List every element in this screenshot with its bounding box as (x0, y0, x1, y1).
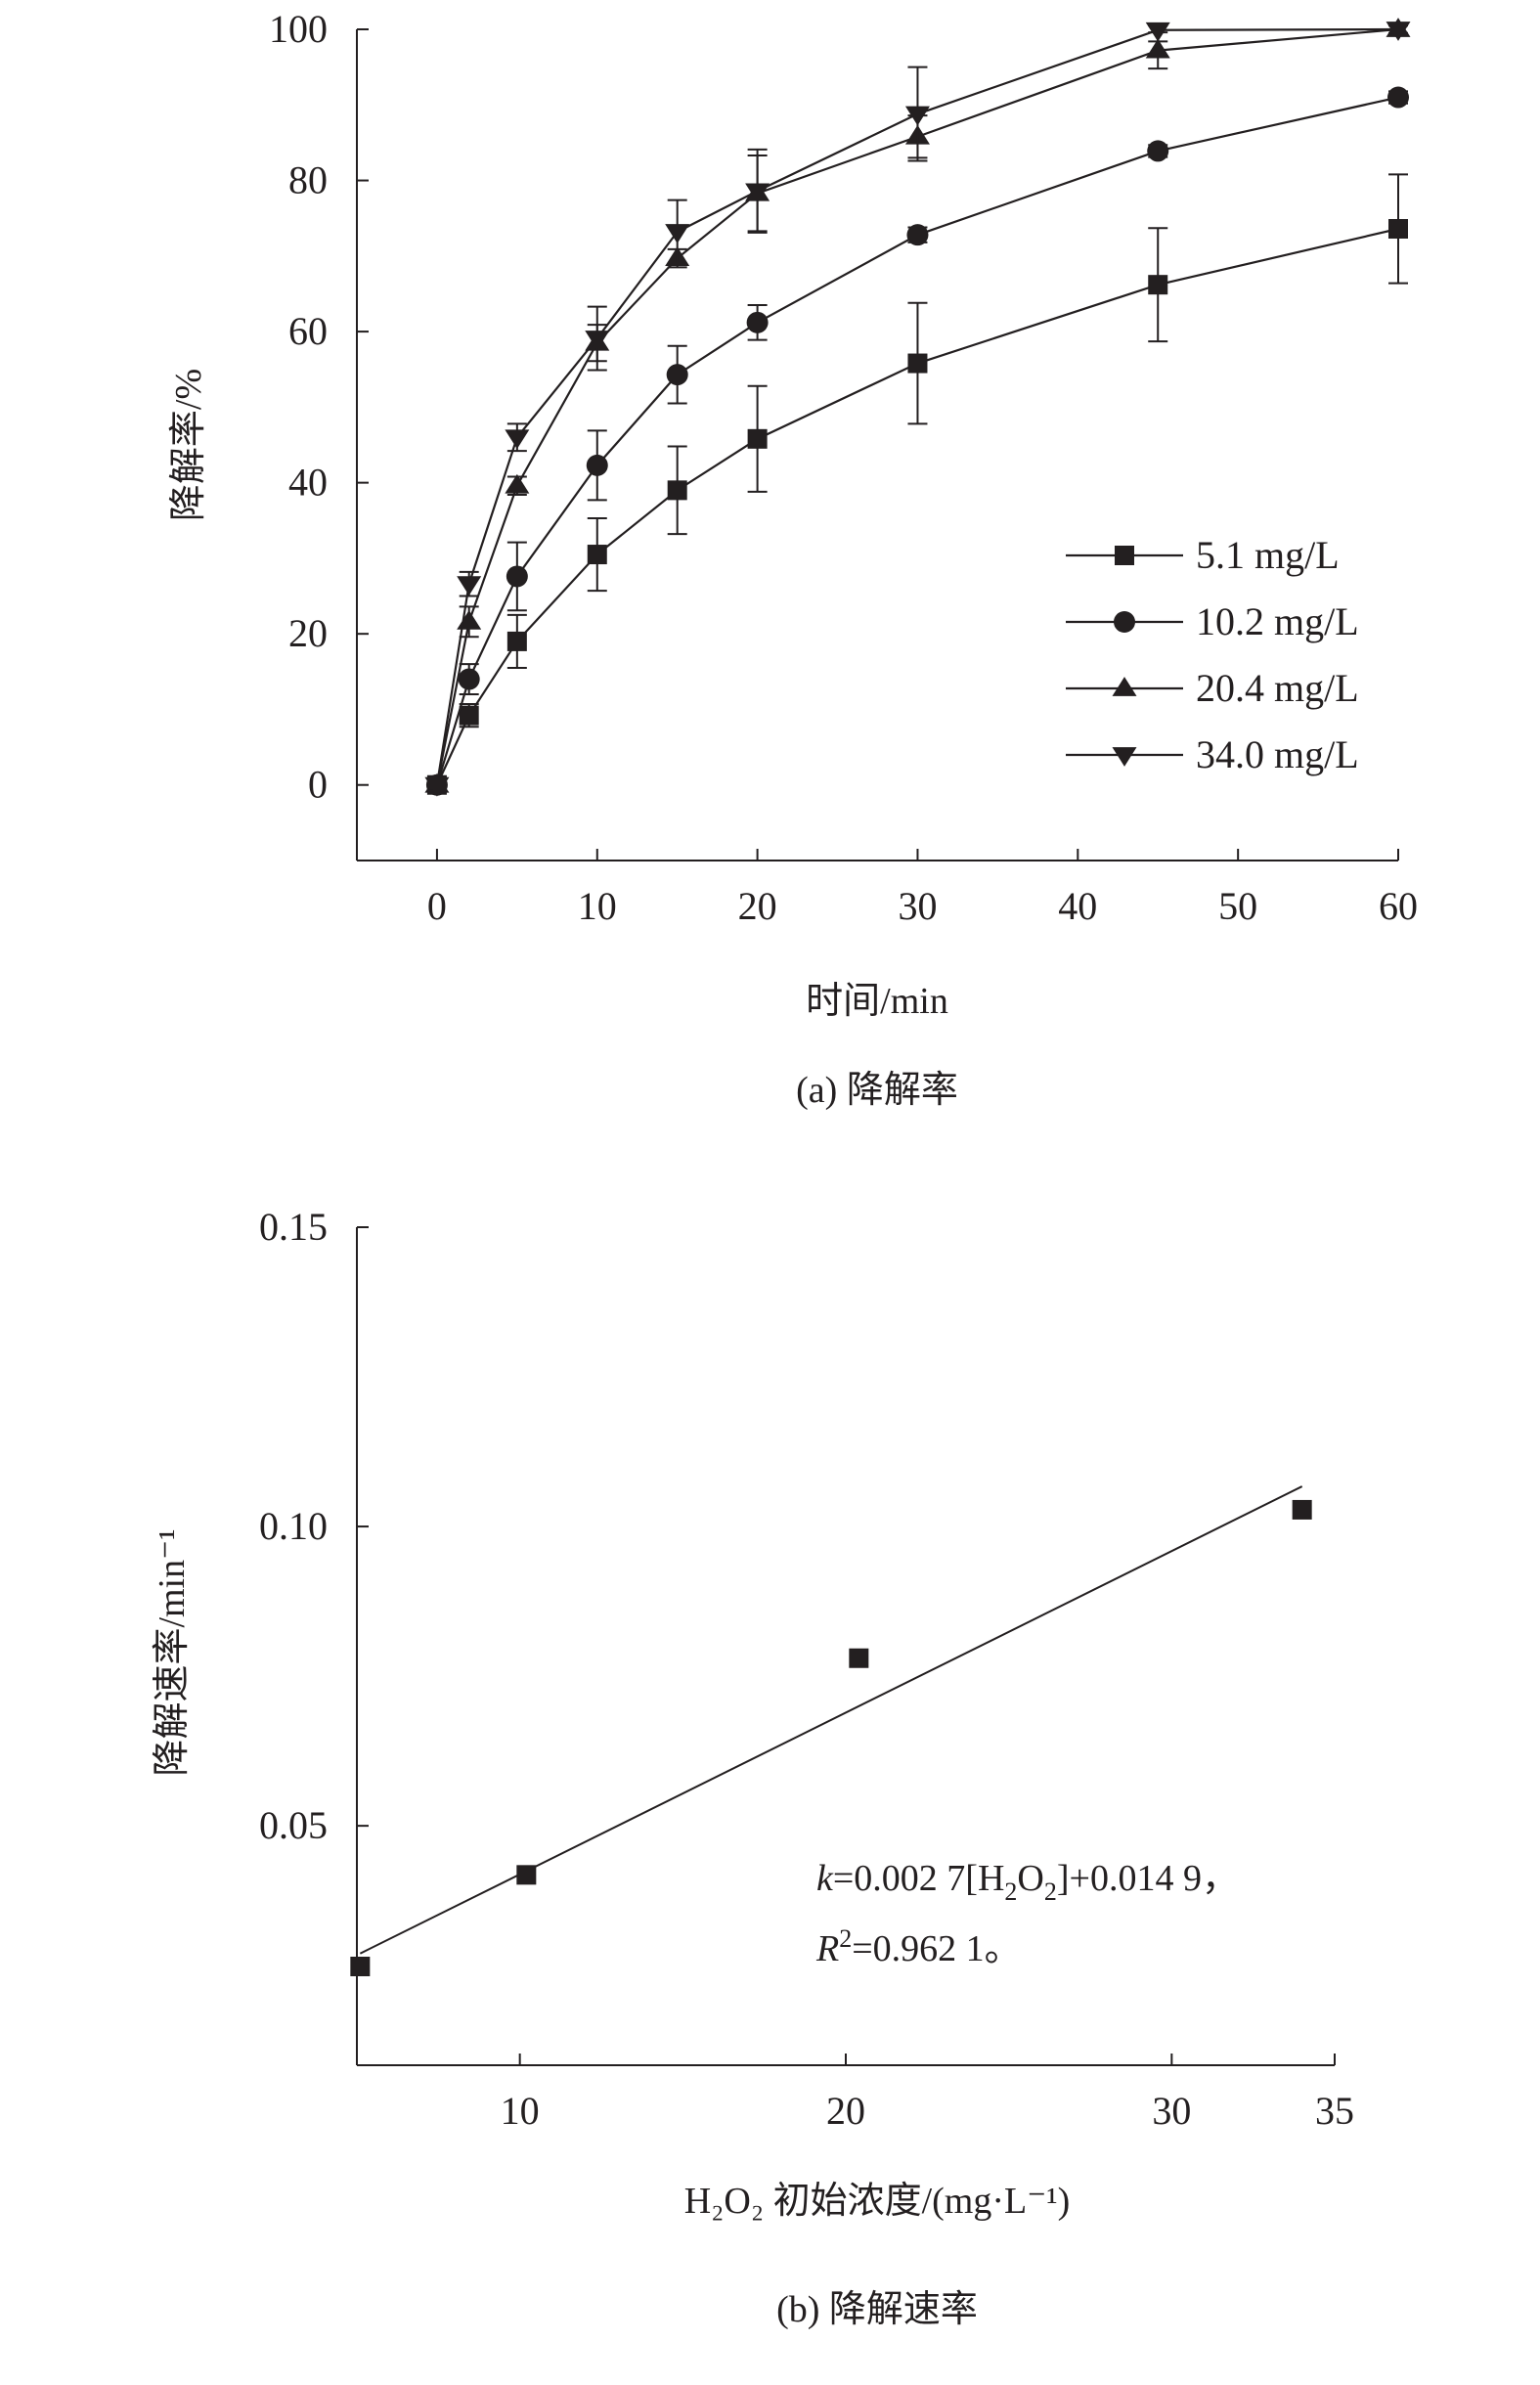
data-point (1386, 22, 1411, 41)
axis-ticks: 0 20 40 60 80 100 0 10 20 30 40 50 60 (269, 7, 1418, 928)
x-tick-label: 20 (826, 2089, 865, 2133)
equation-part: =0.002 7[H (833, 1858, 1005, 1899)
data-point (516, 1865, 537, 1885)
y-tick-label: 60 (288, 309, 328, 353)
y-tick-label: 0.05 (259, 1803, 328, 1847)
chart-caption: (a) 降解率 (796, 1070, 958, 1111)
data-point (1147, 140, 1169, 162)
x-tick-label: 50 (1218, 884, 1257, 928)
data-point (906, 224, 929, 246)
y-tick-label: 0 (308, 763, 328, 807)
data-point (1388, 219, 1408, 239)
legend-label: 20.4 mg/L (1196, 666, 1359, 710)
equation-subscript: 2 (1044, 1877, 1057, 1906)
axis-ticks: 0.05 0.10 0.15 10 20 30 35 (259, 1205, 1354, 2133)
y-axis-label: 降解率/% (168, 369, 209, 521)
data-point (904, 106, 930, 126)
x-tick-label: 35 (1315, 2089, 1354, 2133)
y-tick-label: 0.15 (259, 1205, 328, 1249)
y-tick-label: 100 (269, 7, 328, 51)
equation-part: ]+0.014 9， (1057, 1858, 1239, 1899)
equation-k: k (816, 1858, 834, 1899)
x-tick-label: 10 (501, 2089, 540, 2133)
equation-subscript: 2 (1004, 1877, 1017, 1906)
r-squared: R2=0.962 1。 (815, 1924, 1022, 1969)
equation-part: O (1017, 1858, 1043, 1899)
x-axis-label: H₂O₂ 初始浓度/(mg·L⁻¹) (684, 2181, 1071, 2222)
r-symbol: R (815, 1928, 839, 1969)
x-tick-label: 30 (898, 884, 937, 928)
data-point (1148, 275, 1168, 295)
data-point (505, 473, 530, 494)
legend: 5.1 mg/L 10.2 mg/L 20.4 mg/L 34.0 mg/L (1066, 533, 1359, 776)
series-3 (424, 22, 1411, 797)
data-point (457, 609, 482, 630)
data-point (1387, 86, 1409, 109)
y-axis-label: 降解速率/min⁻¹ (152, 1528, 193, 1776)
y-tick-label: 0.10 (259, 1504, 328, 1548)
legend-marker (1112, 677, 1137, 696)
x-tick-label: 60 (1379, 884, 1418, 928)
chart-caption: (b) 降解速率 (776, 2289, 978, 2330)
data-point (665, 224, 690, 243)
series-1 (425, 86, 1409, 796)
r-superscript: 2 (839, 1924, 852, 1953)
data-point (1145, 38, 1170, 59)
legend-marker (1112, 747, 1137, 767)
degradation-rate-chart: 0 20 40 60 80 100 0 10 20 30 40 50 60 5.1 mg/L 10.2 m… (168, 7, 1418, 1111)
data-point (1145, 22, 1170, 42)
data-point (587, 545, 607, 565)
data-point (459, 705, 479, 726)
data-point (849, 1648, 869, 1668)
x-tick-label: 0 (427, 884, 447, 928)
legend-label: 34.0 mg/L (1196, 732, 1359, 776)
x-tick-label: 40 (1058, 884, 1097, 928)
data-points (350, 1499, 1312, 1976)
r-value: =0.962 1。 (852, 1928, 1021, 1969)
data-point (666, 364, 688, 386)
y-tick-label: 80 (288, 158, 328, 202)
data-point (350, 1956, 371, 1976)
x-axis-label: 时间/min (806, 981, 948, 1022)
degradation-speed-chart: 0.05 0.10 0.15 10 20 30 35 降解速率/min⁻¹ H₂O₂ 初始浓… (152, 1205, 1354, 2330)
legend-label: 5.1 mg/L (1196, 533, 1340, 577)
data-point (747, 428, 768, 449)
legend-label: 10.2 mg/L (1196, 599, 1359, 643)
series-group (424, 18, 1411, 797)
x-tick-label: 30 (1152, 2089, 1191, 2133)
fit-equation: k=0.002 7[H2O2]+0.014 9， (816, 1858, 1239, 1906)
data-point (667, 480, 687, 501)
data-point (745, 183, 770, 203)
data-point (1292, 1499, 1312, 1520)
data-point (458, 668, 480, 690)
x-tick-label: 10 (578, 884, 617, 928)
data-point (505, 429, 530, 450)
y-tick-label: 40 (288, 461, 328, 505)
y-tick-label: 20 (288, 611, 328, 655)
legend-marker (1115, 546, 1134, 565)
data-point (424, 776, 450, 797)
data-point (506, 631, 527, 651)
data-point (746, 311, 769, 333)
data-point (457, 576, 482, 596)
x-tick-label: 20 (738, 884, 777, 928)
legend-marker (1114, 611, 1135, 633)
data-point (506, 565, 528, 588)
data-point (907, 353, 928, 374)
data-point (585, 331, 610, 350)
data-point (586, 454, 608, 476)
